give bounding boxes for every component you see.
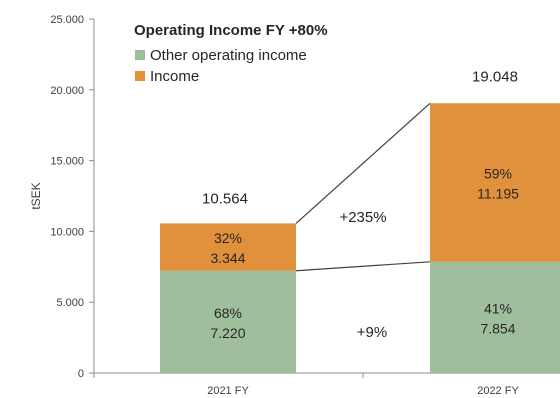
y-tick-label: 20.000 — [50, 85, 84, 97]
bar-income — [160, 223, 296, 271]
growth-labels: +235% +9% — [339, 209, 387, 341]
legend-label: Income — [150, 68, 199, 85]
bar-value-label: 3.344 — [210, 250, 245, 266]
income-growth-label: +235% — [339, 209, 386, 226]
bar-value-label: 7.220 — [210, 325, 245, 341]
bar-other-operating-income — [430, 261, 560, 373]
other-income-growth-label: +9% — [357, 324, 387, 341]
y-tick-label: 25.000 — [50, 14, 84, 26]
legend-label: Other operating income — [150, 47, 307, 64]
y-tick-label: 10.000 — [50, 226, 84, 238]
legend: Other operating income Income — [135, 47, 307, 85]
y-tick-label: 15.000 — [50, 156, 84, 168]
bars — [160, 103, 560, 373]
x-ticks: 2021 FY 2022 FY — [93, 373, 519, 397]
data-labels: 68% 7.220 32% 3.344 10.564 41% 7.854 59% 11.195 1… — [202, 68, 519, 341]
bar-percent-label: 32% — [214, 230, 242, 246]
y-axis-label: tSEK — [29, 182, 43, 209]
bar-total-label: 10.564 — [202, 190, 248, 207]
legend-swatch — [135, 50, 145, 60]
y-tick-label: 0 — [78, 368, 84, 380]
bar-value-label: 11.195 — [477, 186, 519, 202]
y-tick-label: 5.000 — [56, 297, 84, 309]
bar-income — [430, 103, 560, 262]
bar-percent-label: 59% — [484, 166, 512, 182]
bar-value-label: 7.854 — [480, 320, 515, 336]
x-tick-label: 2021 FY — [207, 385, 249, 397]
other-income-connector-line — [295, 261, 431, 272]
bar-percent-label: 41% — [484, 300, 512, 316]
connector-lines — [295, 102, 431, 272]
bar-percent-label: 68% — [214, 305, 242, 321]
y-ticks: 0 5.000 10.000 15.000 20.000 25.000 — [50, 14, 94, 380]
bar-other-operating-income — [160, 270, 296, 373]
income-connector-line — [295, 102, 431, 224]
x-tick-label: 2022 FY — [477, 385, 519, 397]
legend-swatch — [135, 71, 145, 81]
bar-total-label: 19.048 — [472, 68, 518, 85]
chart-title: Operating Income FY +80% — [134, 22, 328, 39]
